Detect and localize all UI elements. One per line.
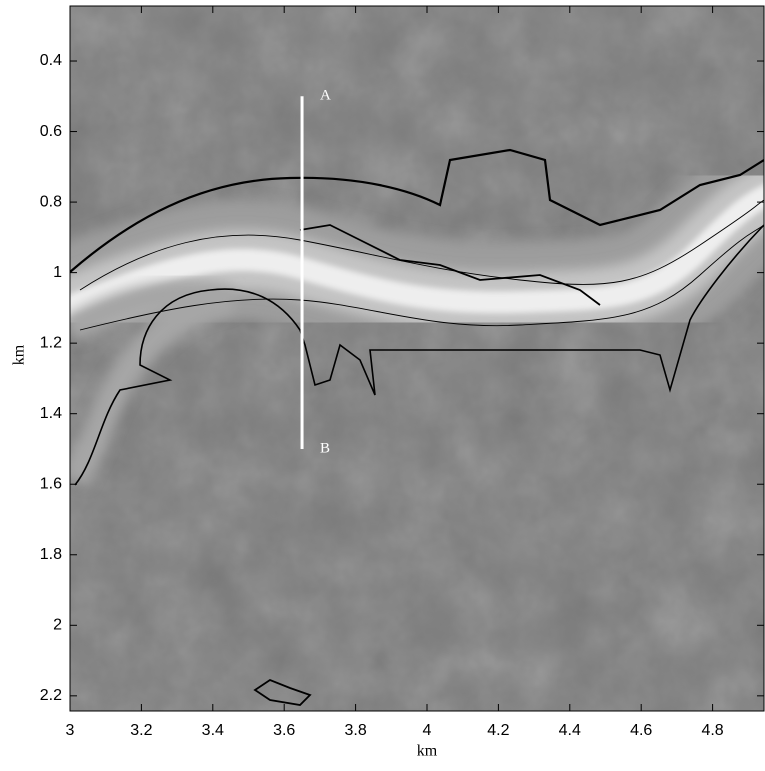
x-tick-label: 4.2 bbox=[487, 722, 509, 739]
chart: km km 3 3.2 3.4 3.6 3.8 4 4.2 4.4 4.6 4.8 0.4 0.6 0.… bbox=[0, 0, 765, 766]
y-tick-label: 2 bbox=[53, 617, 62, 634]
y-tick-label: 1.4 bbox=[40, 405, 62, 422]
x-tick-label: 3.8 bbox=[344, 722, 366, 739]
page: {"chart_data": {"type": "image", "xlabel… bbox=[0, 0, 765, 766]
x-tick-label: 4 bbox=[423, 722, 432, 739]
section-label: B bbox=[320, 440, 330, 456]
y-tick-label: 1.8 bbox=[40, 546, 62, 563]
x-tick-label: 3.2 bbox=[130, 722, 152, 739]
x-tick-label: 3 bbox=[66, 722, 75, 739]
x-axis-label: km bbox=[417, 743, 438, 760]
x-tick-label: 3.6 bbox=[273, 722, 295, 739]
map-image bbox=[60, 6, 765, 711]
y-tick-label: 0.6 bbox=[40, 123, 62, 140]
y-axis-label: km bbox=[11, 344, 28, 365]
y-tick-label: 1.6 bbox=[40, 475, 62, 492]
y-tick-label: 1.2 bbox=[40, 334, 62, 351]
x-tick-label: 4.6 bbox=[630, 722, 652, 739]
y-tick-label: 1 bbox=[53, 264, 62, 281]
x-tick-label: 4.8 bbox=[701, 722, 723, 739]
section-label: A bbox=[320, 88, 331, 104]
y-tick-label: 2.2 bbox=[40, 687, 62, 704]
y-tick-label: 0.8 bbox=[40, 193, 62, 210]
y-tick-label: 0.4 bbox=[40, 52, 62, 69]
x-tick-label: 3.4 bbox=[202, 722, 224, 739]
x-tick-label: 4.4 bbox=[559, 722, 581, 739]
